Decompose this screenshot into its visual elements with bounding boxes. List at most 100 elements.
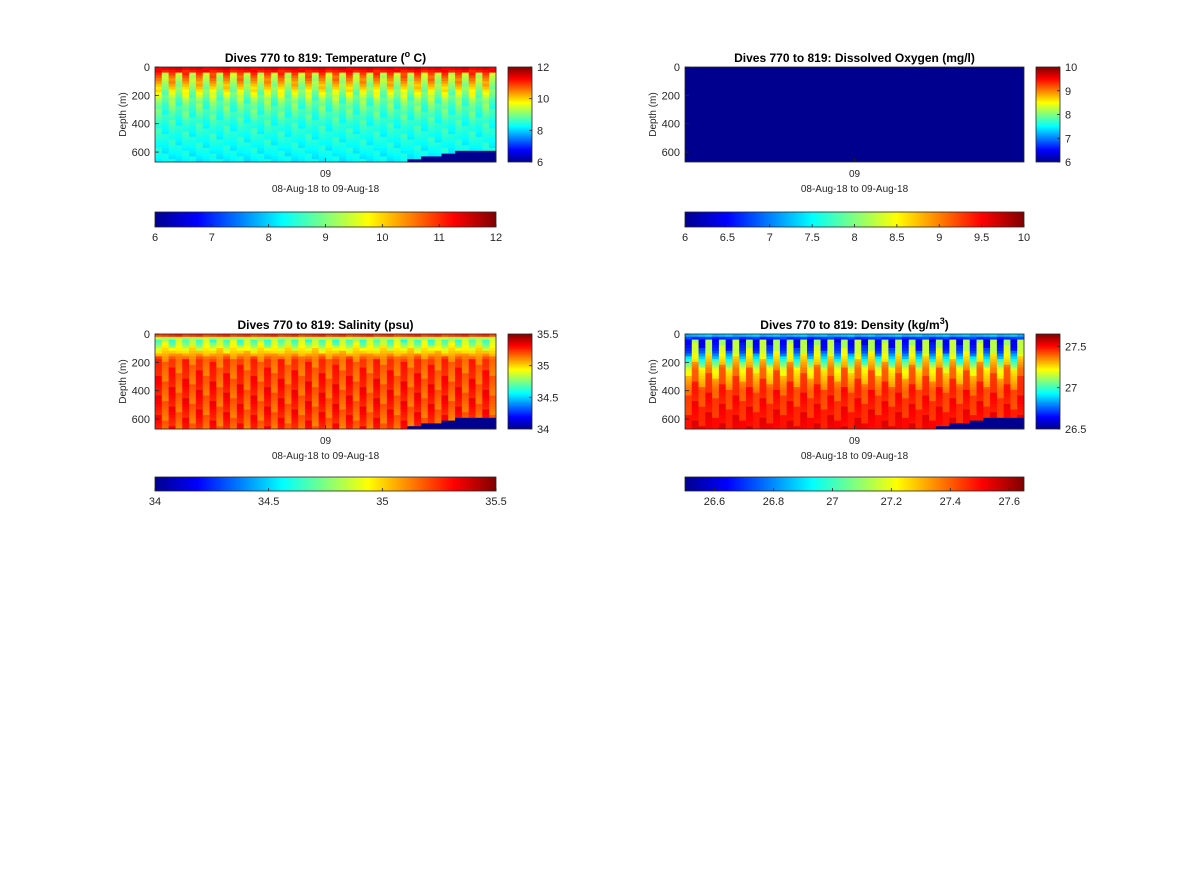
heatmap-cell [230,353,238,357]
heatmap-cell [813,389,821,394]
chart-title: Dives 770 to 819: Salinity (psu) [237,318,413,332]
heatmap-cell [468,92,476,96]
heatmap-cell [195,92,204,96]
heatmap-cell [311,347,320,352]
heatmap-cell [800,367,808,371]
heatmap-cell [881,398,889,402]
heatmap-cell [257,370,265,374]
heatmap-cell [155,412,163,416]
heatmap-cell [195,131,204,135]
heatmap-cell [202,353,210,357]
heatmap-cell [800,392,808,396]
heatmap-cell [847,392,855,396]
heatmap-cell [834,375,842,380]
heatmap-cell [489,387,497,391]
heatmap-cell [318,128,326,132]
heatmap-cell [482,345,490,349]
heatmap-cell [969,395,977,399]
heatmap-cell [332,398,340,402]
heatmap-cell [175,111,183,115]
heatmap-cell [270,92,279,96]
heatmap-cell [752,398,760,402]
heatmap-cell [373,75,381,79]
heatmap-cell [189,156,197,160]
heatmap-cell [414,398,422,402]
heatmap-cell [277,136,285,141]
heatmap-cell [155,139,163,143]
heatmap-cell [489,398,497,402]
heatmap-cell [427,364,436,368]
heatmap-cell [820,375,828,380]
heatmap-cell [834,398,842,402]
heatmap-cell [386,131,395,135]
heatmap-cell [230,142,238,146]
heatmap-cell [705,401,713,405]
heatmap-cell [414,114,422,118]
heatmap-cell [868,361,876,366]
heatmap-cell [786,334,794,338]
heatmap-cell [318,356,326,360]
heatmap-cell [373,139,381,143]
heatmap-cell [175,69,183,73]
heatmap-cell [969,350,977,354]
heatmap-cell [407,361,415,366]
heatmap-cell [332,415,340,419]
heatmap-cell [752,409,760,413]
heatmap-cell [284,75,292,79]
heatmap-cell [793,364,801,368]
heatmap-cell [420,86,429,90]
heatmap-cell [345,106,354,110]
heatmap-cell [175,142,183,146]
heatmap-cell [311,381,320,385]
heatmap-cell [854,353,862,357]
heatmap-cell [175,89,183,93]
heatmap-cell [854,373,862,377]
heatmap-cell [759,420,767,424]
heatmap-cell [489,412,497,416]
heatmap-cell [373,420,381,424]
heatmap-cell [318,80,326,85]
heatmap-cell [243,423,251,427]
heatmap-cell [489,359,497,363]
heatmap-cell [277,370,285,374]
heatmap-cell [223,69,231,73]
heatmap-cell [257,150,265,155]
heatmap-cell [291,114,299,118]
heatmap-cell [393,80,401,85]
heatmap-cell [373,97,381,101]
heatmap-cell [195,69,204,73]
heatmap-cell [820,339,828,343]
heatmap-cell [820,401,828,405]
heatmap-cell [420,80,429,85]
heatmap-cell [969,336,977,340]
x-tick-label: 09 [320,169,332,180]
heatmap-cell [922,339,930,343]
heatmap-cell [345,353,354,357]
heatmap-cell [895,359,903,363]
y-tick-label: 200 [662,90,680,102]
heatmap-cell [482,131,490,135]
heatmap-cell [216,370,224,374]
heatmap-cell [861,342,869,346]
heatmap-cell [759,353,767,357]
heatmap-cell [779,339,788,343]
heatmap-cell [352,398,360,402]
heatmap-cell [250,389,258,394]
heatmap-cell [298,103,306,107]
heatmap-cell [475,361,483,366]
heatmap-cell [414,125,422,129]
heatmap-cell [752,384,760,388]
heatmap-cell [807,364,815,368]
heatmap-cell [455,83,463,87]
heatmap-cell [373,403,381,408]
heatmap-cell [230,342,238,346]
heatmap-cell [359,415,367,419]
heatmap-cell [786,347,794,352]
heatmap-cell [888,353,896,357]
hcolorbar-tick-label: 12 [490,232,502,244]
heatmap-cell [915,361,923,366]
heatmap-cell [311,342,320,346]
heatmap-cell [339,92,347,96]
heatmap-cell [475,350,483,354]
heatmap-cell [257,108,265,113]
